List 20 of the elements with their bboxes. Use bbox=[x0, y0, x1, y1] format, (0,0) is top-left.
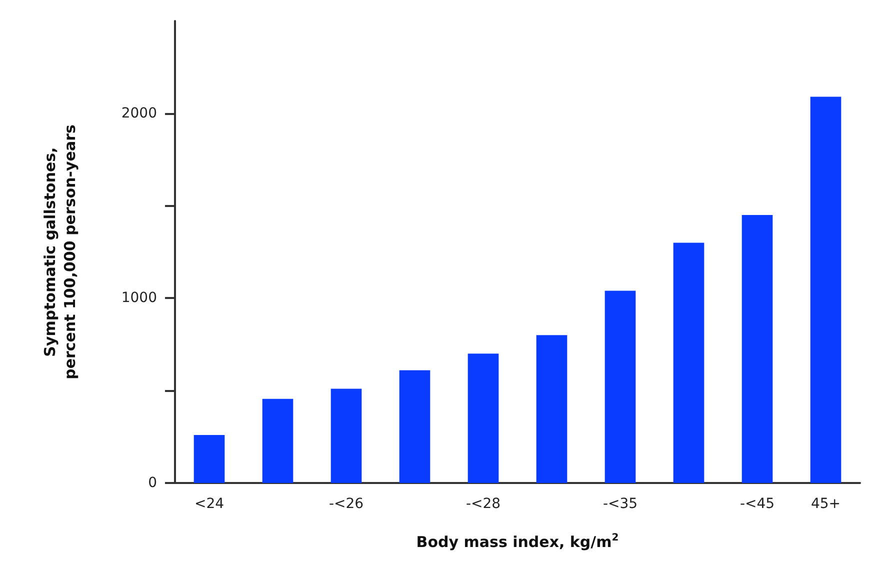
bar bbox=[810, 96, 842, 483]
x-tick-label: -<28 bbox=[466, 496, 501, 512]
x-tick-label: -<26 bbox=[328, 496, 364, 512]
bar bbox=[604, 290, 636, 483]
x-tick-label: -<45 bbox=[740, 496, 775, 512]
bar bbox=[330, 388, 362, 483]
x-tick-label: -<35 bbox=[602, 496, 638, 512]
bar bbox=[468, 354, 499, 483]
bar bbox=[536, 335, 568, 483]
x-tick-label: <24 bbox=[194, 496, 224, 512]
bar bbox=[262, 398, 294, 483]
bar bbox=[194, 434, 225, 483]
y-tick-label: 0 bbox=[148, 475, 157, 491]
bar bbox=[742, 215, 773, 483]
bar bbox=[673, 242, 704, 483]
x-tick-label: 45+ bbox=[810, 496, 841, 512]
bar bbox=[399, 370, 430, 483]
y-axis-title: Symptomatic gallstones, percent 100,000 person-years bbox=[41, 124, 79, 380]
y-tick-label: 1000 bbox=[121, 290, 157, 306]
y-tick-label: 2000 bbox=[121, 105, 157, 122]
